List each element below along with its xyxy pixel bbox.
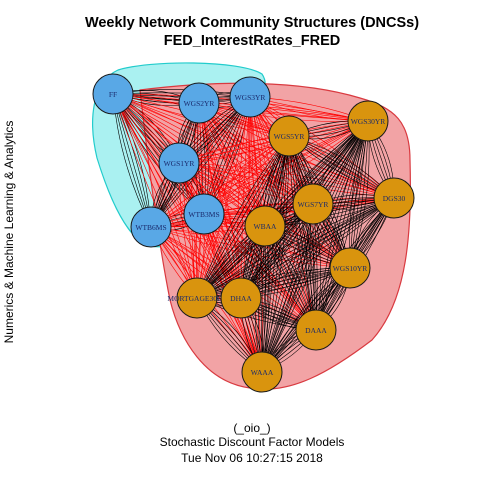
edge [249, 96, 395, 199]
node-label: MORTGAGE30US [167, 294, 226, 303]
node-circle [183, 193, 225, 235]
edge [261, 120, 369, 373]
node-label: WGS7YR [298, 200, 329, 209]
node-wtb6ms: WTB6MS [130, 206, 172, 248]
edge [196, 120, 369, 299]
edge [196, 135, 290, 299]
node-daaa: DAAA [295, 309, 337, 351]
node-wgs1yr: WGS1YR [158, 142, 200, 184]
edge [178, 162, 395, 199]
edge [198, 102, 263, 373]
edge [288, 135, 317, 331]
edge [150, 226, 351, 269]
edge [203, 120, 369, 215]
node-circle [347, 100, 389, 142]
edge [203, 120, 369, 215]
node-wgs3yr: WGS3YR [229, 76, 271, 118]
node-label: WGS5YR [274, 132, 305, 141]
edge [261, 197, 395, 373]
node-label: DGS30 [383, 194, 406, 203]
node-circle [220, 277, 262, 319]
edge [315, 120, 369, 331]
edge [178, 162, 395, 199]
node-label: WTB6MS [135, 223, 166, 232]
node-waaa: WAAA [241, 351, 283, 393]
edge [112, 93, 263, 373]
edge [249, 96, 351, 269]
node-circle [178, 82, 220, 124]
node-circle [244, 205, 286, 247]
edge [315, 120, 369, 331]
edge [112, 93, 395, 199]
edge [240, 197, 395, 299]
edge [196, 135, 290, 299]
node-circle [229, 76, 271, 118]
node-label: WBAA [254, 222, 277, 231]
node-circle [130, 206, 172, 248]
edge [261, 135, 290, 373]
node-label: FF [109, 90, 117, 99]
node-wbaa: WBAA [244, 205, 286, 247]
edge [112, 93, 198, 299]
node-circle [295, 309, 337, 351]
node-wgs30yr: WGS30YR [347, 100, 389, 142]
node-wgs5yr: WGS5YR [268, 115, 310, 157]
node-circle [329, 247, 371, 289]
node-label: WTB3MS [188, 210, 219, 219]
edge [261, 203, 314, 373]
node-label: DAAA [305, 326, 327, 335]
nodes-layer: FF WGS2YR WGS3YR WGS1YR WTB6MS WTB3MS WGS30YR W… [92, 73, 415, 393]
node-circle [92, 73, 134, 115]
node-circle [373, 177, 415, 219]
node-mortgage30us: MORTGAGE30US [167, 277, 227, 319]
node-label: WGS2YR [184, 99, 215, 108]
plot-title: Weekly Network Community Structures (DNC… [85, 15, 419, 31]
edge [196, 120, 369, 299]
node-label: WGS30YR [351, 117, 386, 126]
node-wgs7yr: WGS7YR [292, 183, 334, 225]
edge [249, 96, 351, 269]
caption-line-1: (_oio_) [233, 421, 270, 435]
node-dhaa: DHAA [220, 277, 262, 319]
node-circle [176, 277, 218, 319]
edge [112, 93, 314, 205]
node-circle [241, 351, 283, 393]
edge [150, 226, 317, 331]
edge [196, 197, 395, 299]
node-circle [292, 183, 334, 225]
edge [288, 135, 317, 331]
node-label: WGS1YR [164, 159, 195, 168]
caption-line-2: Stochastic Discount Factor Models [160, 435, 345, 449]
node-label: WGS3YR [235, 93, 266, 102]
edge [150, 226, 351, 269]
edge [198, 102, 242, 299]
caption-line-3: Tue Nov 06 10:27:15 2018 [181, 451, 323, 465]
edge [196, 96, 251, 299]
edge [150, 120, 369, 228]
edge [249, 96, 395, 199]
edge [261, 203, 314, 373]
node-label: DHAA [230, 294, 252, 303]
plot-subtitle: FED_InterestRates_FRED [164, 33, 340, 49]
edge [261, 203, 314, 373]
node-label: WGS10YR [333, 264, 368, 273]
edge [261, 203, 314, 373]
node-wgs2yr: WGS2YR [178, 82, 220, 124]
edge [198, 102, 263, 373]
edge [196, 120, 369, 299]
edge [196, 135, 290, 299]
node-wgs10yr: WGS10YR [329, 247, 371, 289]
node-dgs30: DGS30 [373, 177, 415, 219]
node-ff: FF [92, 73, 134, 115]
edge [178, 162, 317, 331]
node-label: WAAA [251, 368, 274, 377]
node-circle [158, 142, 200, 184]
node-wtb3ms: WTB3MS [183, 193, 225, 235]
y-axis-label: Numerics & Machine Learning & Analytics [2, 121, 16, 344]
node-circle [268, 115, 310, 157]
